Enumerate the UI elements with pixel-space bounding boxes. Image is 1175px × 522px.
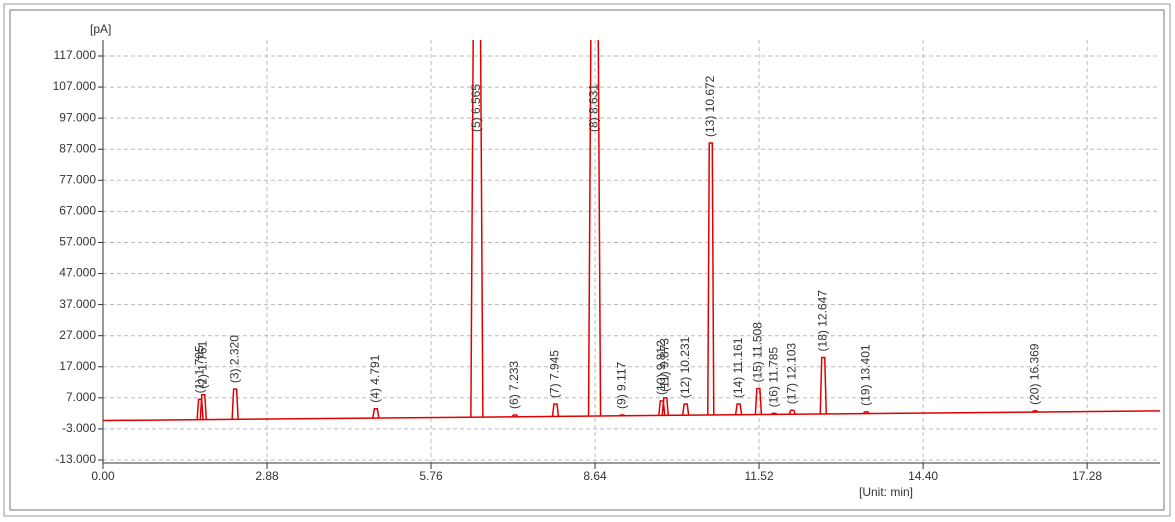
y-tick-label: 117.000 bbox=[54, 48, 97, 62]
peak-label: (7) 7.945 bbox=[548, 350, 562, 398]
peak-label: (8) 8.631 bbox=[587, 84, 601, 132]
y-tick-label: -3.000 bbox=[62, 421, 96, 435]
grid: -13.000 -3.000 7.000 17.000 27.000 37.000 47.0… bbox=[53, 40, 1160, 483]
peak-label: (9) 9.117 bbox=[614, 361, 628, 408]
peak-label: (2) 1.761 bbox=[195, 340, 209, 388]
peak bbox=[470, 40, 484, 418]
x-tick-label: 11.52 bbox=[744, 469, 773, 483]
x-axis-label: [Unit: min] bbox=[859, 485, 913, 499]
peak-label: (3) 2.320 bbox=[227, 335, 241, 383]
y-tick-label: 107.000 bbox=[53, 79, 97, 93]
trace bbox=[103, 40, 1160, 422]
peak-label: (13) 10.672 bbox=[703, 75, 717, 137]
peak-label: (1) 1.705 bbox=[192, 345, 206, 393]
peak bbox=[587, 40, 602, 417]
peak-label: (11) 9.873 bbox=[657, 338, 671, 392]
peak bbox=[196, 398, 204, 420]
peak-label: (14) 11.161 bbox=[731, 337, 745, 398]
peak bbox=[199, 393, 208, 420]
y-tick-label: 57.000 bbox=[59, 235, 96, 249]
peak bbox=[231, 388, 239, 420]
y-tick-label: 17.000 bbox=[59, 359, 96, 373]
peak bbox=[658, 400, 666, 416]
y-tick-label: 7.000 bbox=[66, 390, 96, 404]
x-tick-label: 2.88 bbox=[255, 469, 279, 483]
peak-label: (12) 10.231 bbox=[678, 336, 692, 398]
x-tick-label: 0.00 bbox=[91, 469, 115, 483]
peak-labels: (1) 1.705(2) 1.761 (3) 2.320 (4) 4.791 (5) … bbox=[192, 75, 1041, 409]
peak-label: (6) 7.233 bbox=[507, 361, 521, 409]
peak bbox=[819, 356, 828, 414]
peak-label: (4) 4.791 bbox=[368, 354, 382, 402]
x-tick-label: 5.76 bbox=[419, 469, 443, 483]
peak bbox=[770, 412, 778, 416]
x-tick-label: 14.40 bbox=[908, 469, 938, 483]
baseline bbox=[103, 410, 1160, 422]
peak bbox=[661, 397, 670, 416]
peak-label: (10) 9.812 bbox=[654, 340, 668, 395]
peak bbox=[707, 142, 715, 415]
y-tick-label: -13.000 bbox=[55, 452, 96, 466]
peak bbox=[681, 403, 690, 416]
panel bbox=[9, 9, 1165, 511]
x-tick-label: 8.64 bbox=[583, 469, 607, 483]
peak-label: (19) 13.401 bbox=[858, 344, 872, 406]
peak-label: (5) 6.565 bbox=[469, 84, 483, 132]
frame bbox=[3, 3, 1171, 517]
y-tick-label: 27.000 bbox=[59, 328, 96, 342]
y-tick-label: 87.000 bbox=[59, 141, 96, 155]
peak-label: (17) 12.103 bbox=[784, 343, 798, 405]
peak bbox=[551, 403, 560, 417]
y-tick-label: 97.000 bbox=[59, 110, 96, 124]
y-tick-label: 37.000 bbox=[59, 297, 96, 311]
peak-label: (18) 12.647 bbox=[815, 290, 829, 352]
peak bbox=[862, 411, 870, 415]
y-tick-label: 67.000 bbox=[59, 204, 96, 218]
peak-label: (16) 11.785 bbox=[766, 347, 780, 408]
peak-label: (20) 16.369 bbox=[1027, 343, 1041, 405]
peak bbox=[372, 407, 380, 419]
y-tick-label: 77.000 bbox=[59, 172, 96, 186]
peak bbox=[1031, 410, 1039, 413]
peak bbox=[511, 414, 519, 418]
peak bbox=[788, 409, 796, 415]
peak-label: (15) 11.508 bbox=[751, 322, 765, 383]
y-axis-label: [pA] bbox=[90, 22, 111, 36]
peak bbox=[618, 414, 626, 417]
peak bbox=[734, 403, 743, 415]
peak bbox=[754, 387, 763, 415]
y-tick-label: 47.000 bbox=[59, 266, 96, 280]
x-tick-label: 17.28 bbox=[1072, 469, 1102, 483]
